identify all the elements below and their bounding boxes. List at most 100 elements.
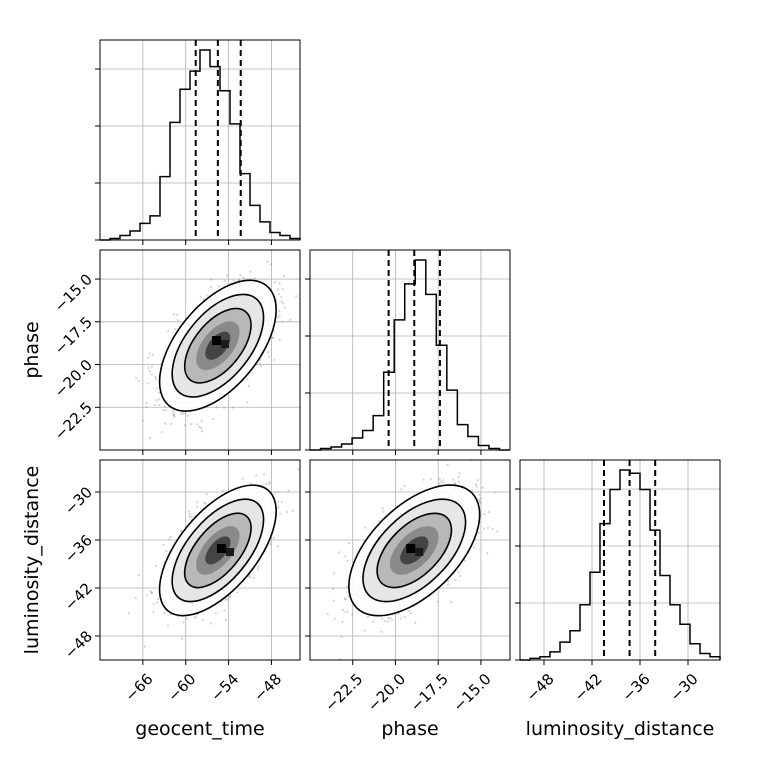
sample-point	[256, 568, 259, 571]
sample-point	[438, 482, 441, 486]
sample-point	[153, 403, 156, 407]
sample-point	[152, 611, 155, 614]
sample-point	[458, 574, 462, 578]
sample-point	[478, 500, 481, 503]
sample-point	[249, 482, 252, 485]
sample-point	[397, 612, 400, 615]
sample-point	[441, 481, 445, 485]
sample-point	[193, 616, 196, 619]
sample-point	[232, 279, 235, 282]
sample-point	[390, 618, 393, 621]
sample-point	[150, 592, 153, 595]
sample-point	[277, 316, 280, 319]
sample-point	[181, 412, 185, 415]
x-axis-label-luminosity_distance: luminosity_distance	[526, 718, 715, 740]
x-tick-label: −60	[164, 670, 199, 705]
sample-point	[148, 352, 151, 355]
sample-point	[223, 609, 226, 612]
sample-point	[214, 612, 217, 615]
sample-point	[176, 319, 180, 322]
sample-point	[157, 598, 160, 601]
sample-point	[442, 479, 445, 482]
sample-point	[228, 595, 232, 599]
sample-point	[188, 515, 191, 518]
y-tick-label: −48	[61, 627, 96, 662]
sample-point	[346, 610, 349, 613]
sample-point	[268, 482, 271, 486]
sample-point	[138, 574, 141, 577]
sample-point	[174, 328, 177, 331]
sample-point	[184, 412, 187, 415]
sample-point	[277, 500, 280, 503]
sample-point	[224, 279, 227, 282]
density-peak-cell	[415, 548, 424, 556]
sample-point	[278, 314, 281, 317]
sample-point	[408, 609, 411, 613]
sample-point	[225, 274, 229, 277]
sample-point	[332, 572, 336, 575]
sample-point	[226, 598, 229, 601]
sample-point	[378, 519, 381, 523]
sample-point	[278, 282, 281, 285]
sample-point	[344, 597, 347, 600]
sample-point	[135, 377, 138, 380]
sample-point	[273, 492, 276, 495]
sample-point	[176, 313, 179, 316]
sample-point	[364, 526, 367, 529]
sample-point	[151, 353, 154, 356]
sample-point	[167, 330, 170, 333]
sample-point	[450, 600, 453, 603]
sample-point	[198, 425, 201, 428]
joint-panel-body	[135, 260, 300, 457]
sample-point	[145, 405, 148, 408]
sample-point	[265, 482, 268, 485]
sample-point	[399, 617, 402, 620]
sample-point	[150, 373, 153, 376]
sample-point	[387, 617, 390, 620]
y-tick-label: −22.5	[51, 399, 96, 444]
sample-point	[333, 617, 336, 620]
sample-point	[258, 362, 261, 365]
sample-point	[295, 295, 298, 298]
histogram-panel-geocent_time	[95, 39, 301, 245]
sample-point	[453, 482, 456, 485]
sample-point	[154, 378, 158, 381]
sample-point	[479, 501, 482, 505]
x-tick-label: −20.0	[364, 670, 409, 715]
sample-point	[297, 468, 300, 471]
sample-point	[224, 618, 228, 622]
sample-point	[267, 355, 271, 358]
sample-point	[201, 619, 204, 622]
sample-point	[210, 278, 213, 281]
histogram-panel-luminosity_distance: −48 −42 −36 −30	[515, 459, 721, 705]
x-tick-label: −48	[250, 670, 285, 705]
sample-point	[475, 483, 478, 486]
sample-point	[199, 295, 202, 299]
sample-point	[477, 498, 480, 502]
joint-panel-body	[326, 460, 499, 660]
sample-point	[149, 590, 152, 593]
y-tick-label: −17.5	[51, 313, 96, 358]
joint-panel-phase-luminosity_distance: −22.5−20.0−17.5−15.0	[305, 459, 511, 715]
sample-point	[363, 629, 366, 632]
sample-point	[165, 549, 168, 553]
sample-point	[332, 599, 335, 602]
x-axis-label-geocent_time: geocent_time	[135, 718, 264, 740]
sample-point	[251, 371, 254, 374]
sample-point	[155, 601, 159, 604]
y-tick-label: −30	[61, 483, 96, 518]
sample-point	[282, 301, 285, 305]
sample-point	[271, 336, 274, 339]
sample-point	[387, 620, 390, 623]
sample-point	[257, 565, 260, 568]
sample-point	[180, 412, 183, 415]
sample-point	[145, 455, 147, 457]
sample-point	[472, 546, 476, 549]
sample-point	[158, 403, 161, 407]
sample-point	[457, 475, 460, 479]
sample-point	[215, 406, 218, 409]
sample-point	[380, 630, 383, 634]
sample-point	[285, 510, 289, 514]
sample-point	[163, 405, 167, 408]
